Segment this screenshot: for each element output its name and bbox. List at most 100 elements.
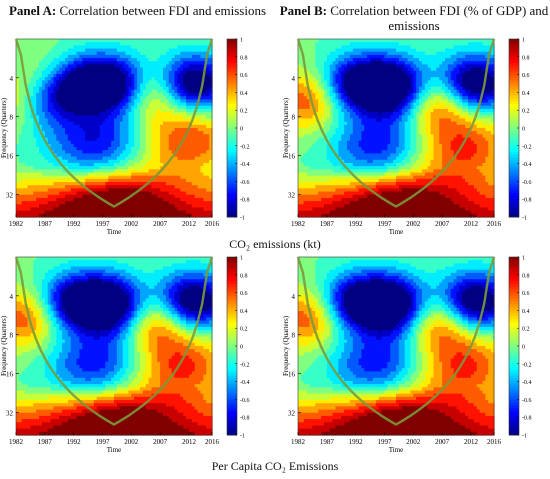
heatmap-cell <box>157 93 161 97</box>
heatmap-cell <box>160 83 164 88</box>
heatmap-cell <box>62 162 66 167</box>
heatmap-cell <box>381 77 386 81</box>
heatmap-cell <box>131 207 135 212</box>
heatmap-cell <box>183 191 187 196</box>
heatmap-cell <box>401 83 406 88</box>
heatmap-cell <box>177 112 181 116</box>
heatmap-cell <box>116 58 121 62</box>
heatmap-cell <box>30 175 34 180</box>
heatmap-cell <box>398 77 403 81</box>
heatmap-cell <box>53 83 57 88</box>
heatmap-cell <box>401 70 406 75</box>
heatmap-cell <box>157 51 161 56</box>
heatmap-cell <box>491 77 495 81</box>
heatmap-cell <box>99 175 104 180</box>
heatmap-cell <box>24 169 29 174</box>
heatmap-cell <box>125 39 130 43</box>
colorbar-segment <box>227 163 237 168</box>
heatmap-cell <box>93 124 98 129</box>
heatmap-cell <box>177 39 181 43</box>
heatmap-cell <box>200 207 204 212</box>
heatmap-cell <box>459 58 463 62</box>
heatmap-cell <box>88 89 92 94</box>
heatmap-cell <box>39 172 43 177</box>
heatmap-cell <box>171 67 176 72</box>
heatmap-cell <box>39 185 43 189</box>
heatmap-cell <box>76 93 81 97</box>
heatmap-cell <box>36 156 40 161</box>
heatmap-cell <box>59 137 63 142</box>
heatmap-cell <box>70 105 75 110</box>
heatmap-cell <box>142 204 147 209</box>
heatmap-cell <box>18 204 23 209</box>
heatmap-cell <box>41 156 46 161</box>
heatmap-cell <box>306 61 311 66</box>
heatmap-cell <box>349 67 354 72</box>
heatmap-cell <box>148 182 153 186</box>
heatmap-cell <box>134 86 138 91</box>
heatmap-cell <box>355 45 360 50</box>
heatmap-cell <box>186 156 190 161</box>
heatmap-cell <box>160 143 164 148</box>
heatmap-cell <box>93 96 98 100</box>
heatmap-cell <box>30 77 34 81</box>
heatmap-cell <box>70 140 75 145</box>
heatmap-cell <box>47 204 52 209</box>
heatmap-cell <box>76 147 81 151</box>
heatmap-cell <box>183 89 187 94</box>
heatmap-cell <box>56 96 60 100</box>
heatmap-cell <box>473 83 478 88</box>
heatmap-cell <box>125 178 130 183</box>
heatmap-cell <box>180 166 184 170</box>
heatmap-cell <box>125 159 130 164</box>
heatmap-cell <box>188 61 193 66</box>
heatmap-cell <box>16 105 20 110</box>
heatmap-cell <box>99 213 104 218</box>
heatmap-cell <box>177 96 181 100</box>
heatmap-cell <box>430 64 435 69</box>
heatmap-cell <box>62 213 66 218</box>
heatmap-cell <box>21 115 26 120</box>
heatmap-cell <box>93 67 98 72</box>
heatmap-cell <box>18 213 23 218</box>
heatmap-cell <box>18 80 23 85</box>
heatmap-cell <box>206 45 210 50</box>
heatmap-cell <box>358 51 363 56</box>
heatmap-cell <box>47 207 52 212</box>
heatmap-cell <box>177 51 181 56</box>
heatmap-cell <box>27 86 32 91</box>
heatmap-cell <box>18 39 23 43</box>
heatmap-cell <box>70 207 75 212</box>
heatmap-cell <box>370 48 374 53</box>
heatmap-cell <box>300 86 305 91</box>
heatmap-cell <box>462 73 466 78</box>
heatmap-cell <box>450 67 455 72</box>
heatmap-cell <box>148 64 153 69</box>
heatmap-cell <box>76 185 81 189</box>
heatmap-cell <box>453 48 458 53</box>
heatmap-cell <box>27 147 32 151</box>
heatmap-cell <box>203 178 207 183</box>
heatmap-cell <box>128 102 132 107</box>
heatmap-cell <box>79 102 83 107</box>
heatmap-cell <box>465 77 469 81</box>
heatmap-cell <box>82 80 86 85</box>
heatmap-cell <box>157 197 161 202</box>
heatmap-cell <box>171 96 176 100</box>
heatmap-cell <box>160 61 164 66</box>
heatmap-cell <box>134 99 138 104</box>
heatmap-cell <box>163 172 167 177</box>
heatmap-cell <box>387 48 391 53</box>
heatmap-cell <box>102 191 106 196</box>
heatmap-cell <box>137 194 141 199</box>
heatmap-cell <box>21 99 26 104</box>
heatmap-cell <box>209 204 213 209</box>
heatmap-cell <box>142 48 147 53</box>
heatmap-cell <box>62 93 66 97</box>
heatmap-cell <box>65 137 69 142</box>
heatmap-cell <box>102 51 106 56</box>
heatmap-cell <box>56 207 60 212</box>
heatmap-cell <box>347 83 351 88</box>
heatmap-cell <box>73 64 78 69</box>
heatmap-cell <box>134 70 138 75</box>
